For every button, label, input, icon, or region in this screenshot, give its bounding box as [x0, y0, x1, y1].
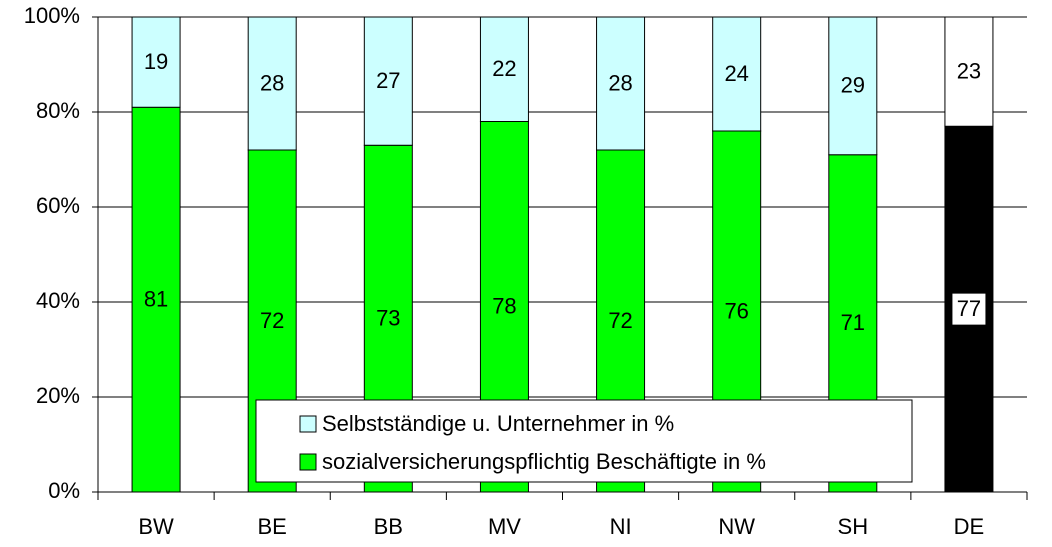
label-background [951, 292, 987, 326]
y-tick-label: 40% [36, 288, 80, 313]
data-label: 22 [492, 56, 516, 81]
data-label: 28 [608, 70, 632, 95]
data-label: 76 [724, 298, 748, 323]
x-tick-label: BB [374, 514, 403, 539]
data-label: 29 [841, 73, 865, 98]
y-tick-label: 80% [36, 98, 80, 123]
x-tick-label: NW [718, 514, 755, 539]
data-label: 24 [724, 61, 748, 86]
data-label: 71 [841, 310, 865, 335]
data-label: 19 [144, 49, 168, 74]
data-label: 72 [608, 308, 632, 333]
bar-segment [131, 16, 181, 108]
y-tick-label: 0% [48, 478, 80, 503]
bar-segment [828, 16, 878, 156]
bar-segment [131, 106, 181, 493]
x-tick-label: BE [258, 514, 287, 539]
data-label: 73 [376, 305, 400, 330]
bar-segment [712, 16, 762, 132]
bar-segment [944, 16, 994, 127]
bar-segment [479, 16, 529, 122]
legend-box [255, 399, 913, 483]
bar-segment [247, 16, 297, 151]
bar-segment [596, 16, 646, 151]
data-label: 81 [144, 286, 168, 311]
legend-label: sozialversicherungspflichtig Beschäftigt… [322, 449, 766, 474]
data-label: 78 [492, 294, 516, 319]
legend-label: Selbstständige u. Unternehmer in % [322, 411, 674, 436]
data-label: 28 [260, 70, 284, 95]
data-label: 77 [957, 296, 981, 321]
data-label: 72 [260, 308, 284, 333]
y-tick-label: 100% [24, 3, 80, 28]
x-tick-label: BW [138, 514, 174, 539]
legend-swatch [299, 415, 317, 433]
bar-segment [363, 16, 413, 146]
x-tick-label: SH [838, 514, 869, 539]
x-tick-label: DE [954, 514, 985, 539]
legend-swatch [299, 453, 317, 471]
data-label: 23 [957, 58, 981, 83]
x-tick-label: NI [610, 514, 632, 539]
data-label: 27 [376, 68, 400, 93]
x-tick-label: MV [488, 514, 521, 539]
y-tick-label: 20% [36, 383, 80, 408]
y-tick-label: 60% [36, 193, 80, 218]
legend: Selbstständige u. Unternehmer in % sozial… [255, 399, 913, 483]
